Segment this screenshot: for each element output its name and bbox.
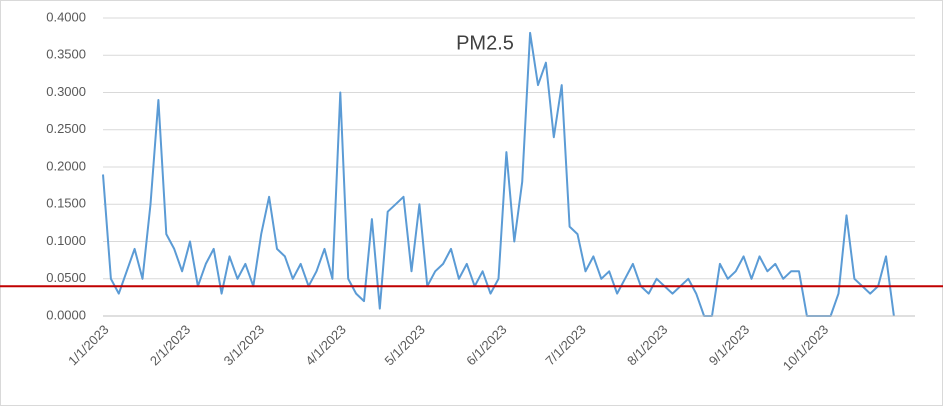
y-tick-label: 0.2000 — [46, 158, 86, 173]
chart-title: PM2.5 — [456, 32, 514, 54]
y-tick-label: 0.2500 — [46, 121, 86, 136]
y-tick-label: 0.1000 — [46, 233, 86, 248]
y-tick-label: 0.0500 — [46, 270, 86, 285]
y-tick-label: 0.0000 — [46, 307, 86, 322]
data-line — [102, 31, 895, 317]
y-tick-label: 0.4000 — [46, 9, 86, 24]
y-tick-label: 0.3000 — [46, 84, 86, 99]
y-tick-label: 0.3500 — [46, 47, 86, 62]
y-tick-label: 0.1500 — [46, 196, 86, 211]
